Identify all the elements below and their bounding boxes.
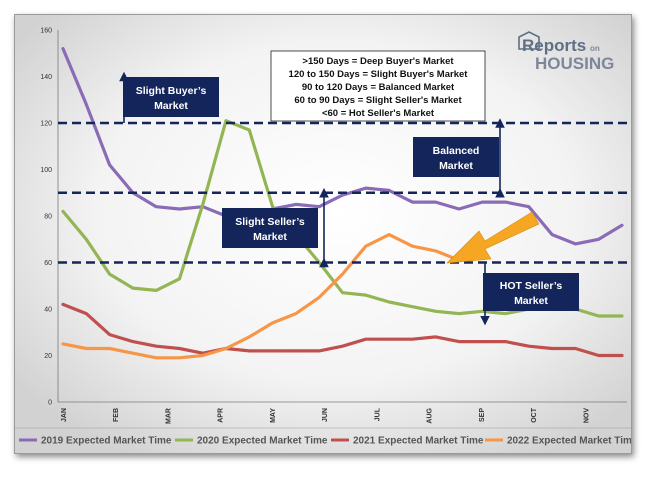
x-tick-label: JAN	[61, 408, 68, 422]
x-tick: OCT	[531, 407, 538, 423]
x-tick-label: SEP	[479, 408, 486, 422]
y-tick-label: 80	[44, 214, 52, 221]
series-line-4	[61, 233, 461, 360]
slight-buyers-line2: Market	[154, 100, 188, 112]
y-tick-label: 160	[40, 28, 52, 35]
balanced-box	[413, 137, 499, 177]
key-line-5: <60 = Hot Seller's Market	[322, 108, 435, 119]
y-tick-label: 20	[44, 353, 52, 360]
key-line-2: 120 to 150 Days = Slight Buyer's Market	[289, 69, 469, 80]
y-tick-label: 40	[44, 307, 52, 314]
chart-svg: 0 20 40 60 80 100 120 140 160 JAN FEB MAR APR MAY JUN J…	[15, 15, 631, 453]
x-tick-label: AUG	[427, 407, 434, 423]
x-tick: NOV	[583, 408, 590, 424]
x-tick: JUL	[374, 407, 381, 421]
x-tick: MAY	[270, 408, 277, 423]
slight-buyers-box	[123, 77, 219, 117]
key-line-4: 60 to 90 Days = Slight Seller's Market	[294, 95, 462, 106]
series-line-3	[61, 302, 624, 358]
x-tick-label: APR	[218, 408, 225, 423]
x-tick-label: JUL	[374, 407, 381, 421]
y-tick-label: 60	[44, 260, 52, 267]
threshold-key-box	[270, 50, 486, 122]
x-tick: JAN	[61, 408, 68, 422]
x-tick-label: MAY	[270, 408, 277, 423]
house-icon	[518, 31, 540, 50]
x-tick: AUG	[427, 407, 434, 423]
key-line-1: >150 Days = Deep Buyer's Market	[302, 56, 454, 67]
x-tick: FEB	[113, 408, 120, 422]
chart-frame: 0 20 40 60 80 100 120 140 160 JAN FEB MAR APR MAY JUN J…	[14, 14, 632, 454]
series-line-1	[61, 46, 624, 246]
logo-word2: HOUSING	[535, 54, 614, 73]
y-tick-label: 0	[48, 400, 52, 407]
x-tick: SEP	[479, 408, 486, 422]
hot-sellers-line1: HOT Seller’s	[500, 280, 563, 292]
x-tick: APR	[218, 408, 225, 423]
balanced-line2: Market	[439, 160, 473, 172]
threshold-lines	[58, 121, 627, 264]
highlight-arrow	[446, 211, 540, 264]
x-tick-label: FEB	[113, 408, 120, 422]
hot-sellers-box	[483, 273, 579, 311]
legend-label-4: 2022 Expected Market Time	[507, 436, 631, 447]
x-tick: JUN	[322, 408, 329, 422]
x-tick-label: MAR	[165, 408, 172, 424]
legend: 2019 Expected Market Time 2020 Expected M…	[15, 427, 631, 447]
key-line-3: 90 to 120 Days = Balanced Market	[302, 82, 455, 93]
x-tick-label: NOV	[583, 408, 590, 424]
slight-sellers-box	[222, 208, 318, 248]
slight-sellers-line1: Slight Seller’s	[235, 216, 305, 228]
slight-buyers-line1: Slight Buyer’s	[136, 85, 207, 97]
y-tick-label: 120	[40, 121, 52, 128]
balanced-line1: Balanced	[433, 145, 480, 157]
hot-sellers-line2: Market	[514, 295, 548, 307]
legend-label-1: 2019 Expected Market Time	[41, 436, 172, 447]
logo-small: on	[590, 44, 600, 53]
x-tick: MAR	[165, 408, 172, 424]
x-tick-label: JUN	[322, 408, 329, 422]
reports-on-housing-logo: Reports on HOUSING	[518, 31, 614, 73]
legend-label-3: 2021 Expected Market Time	[353, 436, 484, 447]
y-tick-label: 100	[40, 167, 52, 174]
x-tick-label: OCT	[531, 407, 538, 423]
legend-label-2: 2020 Expected Market Time	[197, 436, 328, 447]
axes: 0 20 40 60 80 100 120 140 160 JAN FEB MAR APR MAY JUN J…	[40, 28, 627, 424]
logo-word1: Reports	[522, 36, 586, 55]
slight-sellers-line2: Market	[253, 231, 287, 243]
y-tick-label: 140	[40, 74, 52, 81]
